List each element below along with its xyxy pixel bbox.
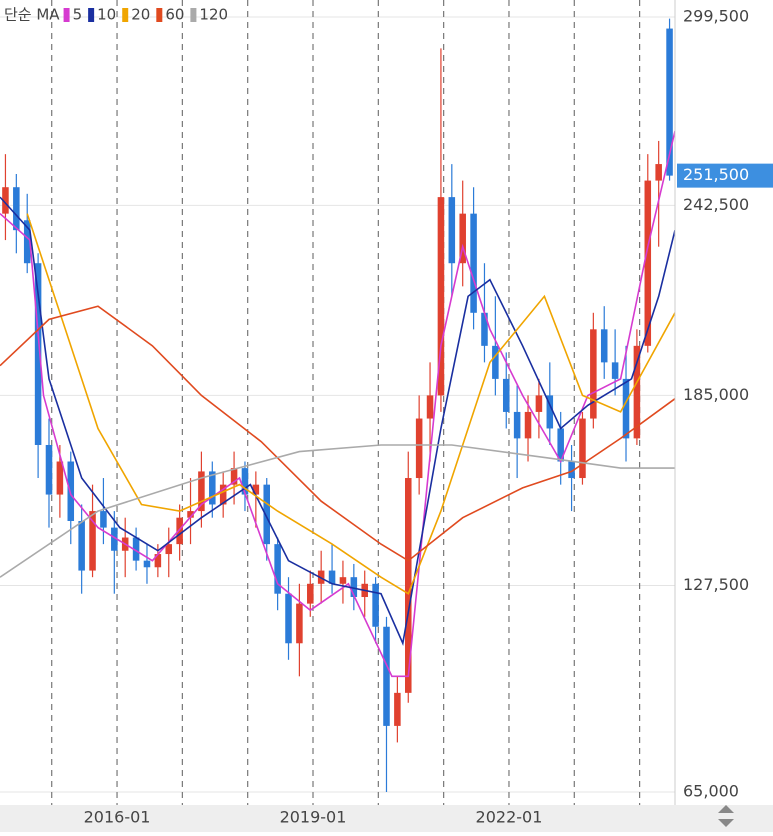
candle-body xyxy=(415,418,423,479)
x-tick-label: 2022-01 xyxy=(476,808,543,827)
candle-body xyxy=(350,577,358,598)
candles xyxy=(2,18,673,792)
candle-body xyxy=(655,164,662,181)
candle-body xyxy=(524,411,532,439)
candle-body xyxy=(535,395,543,412)
candle-body xyxy=(394,692,401,726)
last-price-label: 251,500 xyxy=(683,165,749,184)
candle-body xyxy=(187,511,194,518)
candle-body xyxy=(219,484,227,505)
x-tick-label: 2016-01 xyxy=(84,808,151,827)
ma-line xyxy=(26,213,675,595)
candle-body xyxy=(13,187,20,231)
candle-body xyxy=(296,603,303,644)
candle-body xyxy=(437,197,445,396)
ma-line xyxy=(0,196,675,647)
x-tick-label: 2019-01 xyxy=(280,808,347,827)
last-price-tag xyxy=(677,163,773,188)
candle-body xyxy=(557,428,564,462)
candle-body xyxy=(339,577,347,584)
candle-body xyxy=(666,28,673,176)
candle-body xyxy=(67,461,75,521)
candle-body xyxy=(513,411,521,439)
candle-body xyxy=(328,570,336,584)
candle-body xyxy=(405,478,412,693)
candle-body xyxy=(198,471,205,512)
x-axis-band xyxy=(0,805,773,832)
candle-body xyxy=(252,484,260,495)
legend-swatch xyxy=(63,8,70,22)
legend-swatch xyxy=(122,8,129,22)
y-tick-label: 127,500 xyxy=(683,575,749,594)
candle-body xyxy=(274,544,281,594)
ma-line xyxy=(0,444,675,578)
legend-swatch xyxy=(190,8,197,22)
candle-body xyxy=(23,220,31,264)
candle-body xyxy=(622,378,630,439)
candle-body xyxy=(34,263,42,445)
candle-body xyxy=(56,461,64,495)
y-tick-label: 65,000 xyxy=(683,782,739,801)
candle-body xyxy=(448,197,456,264)
arrow-down[interactable] xyxy=(718,819,734,827)
legend-swatch xyxy=(88,8,95,22)
candle-body xyxy=(2,187,9,214)
moving-averages xyxy=(0,130,675,678)
legend-label: 5 xyxy=(73,6,83,24)
legend-title: 단순 MA xyxy=(4,6,60,24)
candle-body xyxy=(481,312,488,346)
candle-body xyxy=(143,560,151,568)
candle-body xyxy=(209,471,216,505)
arrow-up[interactable] xyxy=(718,805,734,813)
candle-body xyxy=(590,329,597,419)
candle-body xyxy=(111,527,118,551)
candle-body xyxy=(633,345,641,439)
candle-body xyxy=(459,213,466,264)
candle-body xyxy=(644,180,652,346)
candle-body xyxy=(285,593,292,644)
y-tick-label: 185,000 xyxy=(683,385,749,404)
candle-body xyxy=(546,395,554,429)
legend-swatch xyxy=(156,8,163,22)
y-tick-label: 299,500 xyxy=(683,7,749,26)
legend-label: 60 xyxy=(165,6,184,24)
candle-body xyxy=(176,517,183,545)
candle-body xyxy=(241,468,249,495)
ma-line xyxy=(0,130,675,678)
candle-body xyxy=(568,461,575,479)
candle-body xyxy=(230,468,238,485)
candle-body xyxy=(154,554,162,568)
candle-body xyxy=(307,583,314,604)
candle-body xyxy=(470,213,477,313)
ma-line xyxy=(0,305,675,562)
candle-body xyxy=(383,626,390,726)
scroll-arrows[interactable] xyxy=(718,805,734,827)
candle-body xyxy=(579,418,586,479)
candle-body xyxy=(45,444,53,495)
legend-label: 10 xyxy=(97,6,116,24)
candle-body xyxy=(426,395,434,419)
candle-body xyxy=(492,345,499,379)
candle-body xyxy=(165,544,173,555)
candle-body xyxy=(372,583,379,627)
y-tick-label: 242,500 xyxy=(683,195,749,214)
candle-body xyxy=(89,511,96,571)
candle-body xyxy=(132,537,140,561)
candle-body xyxy=(100,511,107,528)
candle-body xyxy=(600,329,608,363)
candle-body xyxy=(502,378,510,412)
candle-body xyxy=(263,484,270,545)
legend-label: 120 xyxy=(199,6,228,24)
legend-label: 20 xyxy=(131,6,150,24)
candle-body xyxy=(78,520,85,571)
candle-body xyxy=(611,362,619,379)
